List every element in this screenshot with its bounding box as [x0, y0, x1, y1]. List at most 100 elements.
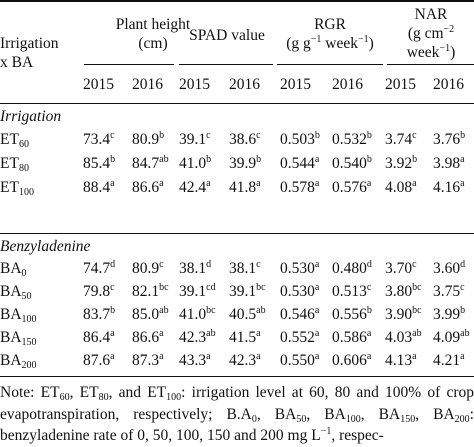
table-row: BA50 79.8c 82.1bc 39.1cd 39.1bc 0.530a 0.513c 3…: [0, 283, 474, 309]
section-title-benzyladenine: Benzyladenine: [0, 238, 91, 255]
table-row: ET80 85.4b 84.7ab 41.0b 39.9b 0.544a 0.540b 3.9…: [0, 155, 474, 181]
year-header: 2015: [179, 76, 210, 93]
table-row: ET60 73.4c 80.9b 39.1c 38.6c 0.503b 0.532b 3.74…: [0, 131, 474, 157]
table-cell: 3.75c: [433, 282, 465, 301]
table-cell: 0.544a: [280, 154, 320, 173]
row-label: BA0: [0, 260, 27, 279]
table-cell: 3.60d: [433, 259, 466, 278]
table-cell: 73.4c: [83, 130, 115, 149]
table-cell: 88.4a: [83, 178, 115, 197]
table-cell: 85.0ab: [132, 305, 169, 324]
year-header: 2016: [332, 76, 363, 93]
table-cell: 83.7b: [83, 305, 116, 324]
table-cell: 4.21a: [433, 351, 465, 370]
table-cell: 80.9b: [132, 130, 165, 149]
table-cell: 40.5ab: [229, 305, 266, 324]
table-row: BA200 87.6a 87.3a 43.3a 42.3a 0.550a 0.606a 4.1…: [0, 352, 474, 378]
table-cell: 41.5a: [229, 328, 261, 347]
row-label: BA50: [0, 283, 32, 302]
top-rule: [0, 0, 474, 2]
table-cell: 41.0bc: [179, 305, 216, 324]
table-cell: 82.1bc: [132, 282, 169, 301]
table-cell: 4.16a: [433, 178, 465, 197]
table-cell: 0.546a: [280, 305, 320, 324]
table-cell: 86.6a: [132, 328, 164, 347]
table-cell: 4.08a: [385, 178, 417, 197]
table-cell: 0.480d: [332, 259, 372, 278]
table-cell: 0.578a: [280, 178, 320, 197]
table-cell: 3.90bc: [385, 305, 422, 324]
table-cell: 4.03ab: [385, 328, 422, 347]
table-cell: 0.513c: [332, 282, 372, 301]
table-cell: 38.6c: [229, 130, 261, 149]
row-label: BA200: [0, 352, 37, 371]
table-cell: 0.530a: [280, 282, 320, 301]
table-cell: 3.99b: [433, 305, 466, 324]
plant-height-span-rule: [84, 64, 174, 65]
table-note: Note: ET60, ET80, and ET100: irrigation …: [0, 384, 474, 444]
table-cell: 3.76b: [433, 130, 466, 149]
table-row: BA150 86.4a 86.6a 42.3ab 41.5a 0.552a 0.586a 4.…: [0, 329, 474, 355]
row-label: BA100: [0, 306, 37, 325]
year-header: 2016: [132, 76, 163, 93]
header-bottom-rule: [0, 103, 474, 104]
table-cell: 0.552a: [280, 328, 320, 347]
table-cell: 86.6a: [132, 178, 164, 197]
table-cell: 80.9c: [132, 259, 164, 278]
year-header: 2015: [385, 76, 416, 93]
table-cell: 4.13a: [385, 351, 417, 370]
table-cell: 84.7ab: [132, 154, 169, 173]
table-cell: 85.4b: [83, 154, 116, 173]
table-row: BA0 74.7d 80.9c 38.1d 38.1c 0.530a 0.480d 3.70c…: [0, 260, 474, 286]
table-cell: 41.8a: [229, 178, 261, 197]
table-cell: 42.3a: [229, 351, 261, 370]
year-header: 2016: [433, 76, 464, 93]
spad-span-rule: [179, 64, 273, 65]
table-cell: 39.9b: [229, 154, 262, 173]
row-label: ET60: [0, 131, 29, 150]
table-cell: 87.3a: [132, 351, 164, 370]
table-bottom-rule: [0, 376, 474, 377]
table-cell: 3.92b: [385, 154, 418, 173]
table-cell: 42.4a: [179, 178, 211, 197]
rgr-span-rule: [277, 64, 383, 65]
table-cell: 74.7d: [83, 259, 116, 278]
table-cell: 0.606a: [332, 351, 372, 370]
rgr-header: RGR (g g−1 week−1): [286, 16, 374, 52]
table-cell: 41.0b: [179, 154, 212, 173]
table-cell: 0.530a: [280, 259, 320, 278]
table-cell: 39.1c: [179, 130, 211, 149]
table-cell: 0.532b: [332, 130, 372, 149]
table-row: ET100 88.4a 86.6a 42.4a 41.8a 0.578a 0.576a 4.0…: [0, 179, 474, 205]
table-cell: 3.98a: [433, 154, 465, 173]
section-title-irrigation: Irrigation: [0, 108, 62, 125]
table-cell: 0.586a: [332, 328, 372, 347]
row-label: ET100: [0, 179, 34, 198]
table-cell: 79.8c: [83, 282, 115, 301]
table-cell: 87.6a: [83, 351, 115, 370]
table-cell: 38.1d: [179, 259, 212, 278]
table-cell: 3.70c: [385, 259, 417, 278]
table-cell: 0.540b: [332, 154, 372, 173]
year-header: 2015: [280, 76, 311, 93]
table-row: BA100 83.7b 85.0ab 41.0bc 40.5ab 0.546a 0.556b…: [0, 306, 474, 332]
table-cell: 86.4a: [83, 328, 115, 347]
nar-header: NAR (g cm−2 week−1): [406, 6, 456, 61]
row-label: ET80: [0, 155, 29, 174]
table-cell: 39.1bc: [229, 282, 266, 301]
table-cell: 3.80bc: [385, 282, 422, 301]
plant-height-header: Plant height (cm): [115, 16, 191, 52]
nar-span-rule: [387, 64, 474, 65]
year-header: 2016: [229, 76, 260, 93]
table-cell: 0.503b: [280, 130, 320, 149]
table-cell: 4.09ab: [433, 328, 470, 347]
table-cell: 42.3ab: [179, 328, 216, 347]
table-cell: 0.576a: [332, 178, 372, 197]
row-label-header: Irrigation x BA: [0, 35, 59, 71]
table-cell: 43.3a: [179, 351, 211, 370]
section-divider-rule: [0, 233, 474, 234]
row-label: BA150: [0, 329, 37, 348]
table-cell: 0.550a: [280, 351, 320, 370]
table-cell: 39.1cd: [179, 282, 216, 301]
